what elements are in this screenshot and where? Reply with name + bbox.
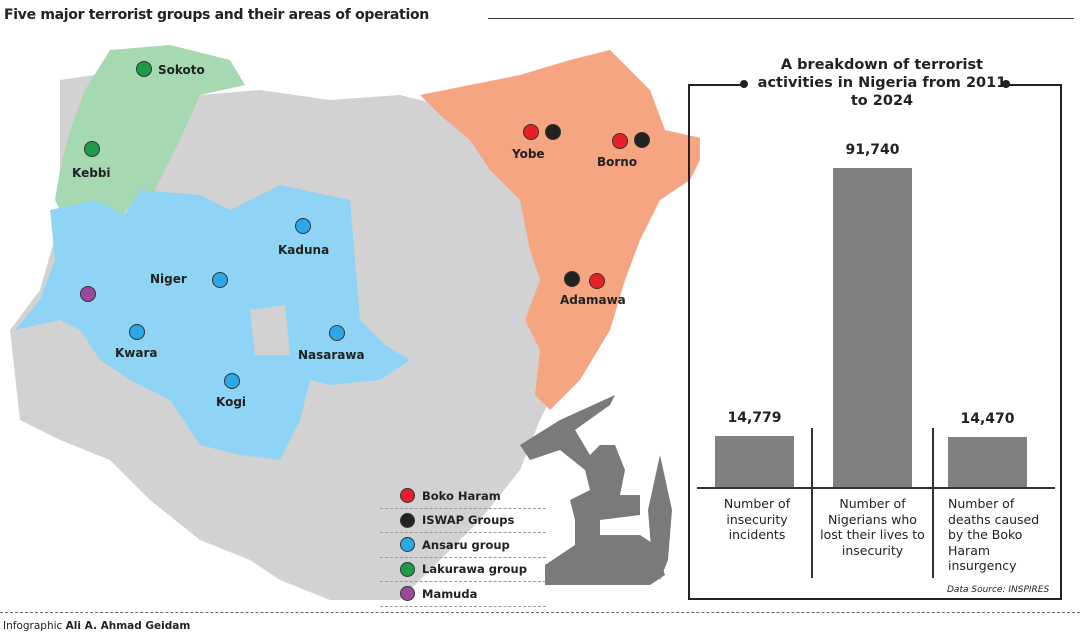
marker-lakurawa[interactable] xyxy=(136,61,152,77)
legend-label: Lakurawa group xyxy=(422,562,527,577)
legend-label: Ansaru group xyxy=(422,537,510,552)
category-label: Number of insecurity incidents xyxy=(723,496,791,542)
bar-boko-haram-deaths xyxy=(948,436,1027,487)
place-label-adamawa: Adamawa xyxy=(560,293,626,307)
legend-label: Boko Haram xyxy=(422,488,501,503)
legend-item-lakurawa: Lakurawa group xyxy=(380,558,546,582)
bar-lives-lost xyxy=(833,168,912,487)
page-title: Five major terrorist groups and their ar… xyxy=(4,7,429,23)
marker-ansaru[interactable] xyxy=(129,324,145,340)
legend-label: ISWAP Groups xyxy=(422,513,515,528)
marker-lakurawa[interactable] xyxy=(84,141,100,157)
marker-boko-haram[interactable] xyxy=(612,133,628,149)
chart-baseline xyxy=(697,487,1055,489)
bar-insecurity-incidents xyxy=(715,435,794,487)
map-northeast-region xyxy=(420,50,700,410)
category-divider xyxy=(811,428,813,578)
place-label-sokoto: Sokoto xyxy=(158,63,205,77)
chart-frame xyxy=(688,84,1062,600)
place-label-kebbi: Kebbi xyxy=(72,166,111,180)
place-label-kaduna: Kaduna xyxy=(278,243,330,257)
marker-iswap[interactable] xyxy=(545,124,561,140)
map-northwest-region xyxy=(55,45,245,255)
place-label-kogi: Kogi xyxy=(216,395,247,409)
frame-top-right xyxy=(1006,84,1062,86)
legend-dot-icon xyxy=(400,586,415,602)
place-label-nasarawa: Nasarawa xyxy=(298,348,365,362)
map-inner-gray-area xyxy=(250,305,290,355)
place-label-kwara: Kwara xyxy=(115,346,158,360)
tree-silhouette xyxy=(648,455,672,580)
place-label-niger: Niger xyxy=(150,272,187,286)
nigeria-map xyxy=(10,45,700,600)
legend-dot-icon xyxy=(400,512,415,528)
marker-iswap[interactable] xyxy=(634,132,650,148)
marker-boko-haram[interactable] xyxy=(523,124,539,140)
credit-prefix: Infographic xyxy=(3,620,63,632)
value-label: 14,470 xyxy=(960,410,1015,427)
marker-ansaru[interactable] xyxy=(212,272,228,288)
frame-top-left xyxy=(688,84,744,86)
category-divider xyxy=(932,428,934,578)
marker-ansaru[interactable] xyxy=(329,325,345,341)
place-label-borno: Borno xyxy=(597,155,638,169)
category-label: Number of deaths caused by the Boko Hara… xyxy=(948,496,1040,573)
legend-dot-icon xyxy=(400,561,415,577)
legend-item-mamuda: Mamuda xyxy=(380,582,546,607)
legend-item-iswap: ISWAP Groups xyxy=(380,509,546,533)
map-legend: Boko Haram ISWAP Groups Ansaru group Lak… xyxy=(380,484,546,607)
legend-dot-icon xyxy=(400,537,415,553)
marker-mamuda[interactable] xyxy=(80,286,96,302)
marker-ansaru[interactable] xyxy=(224,373,240,389)
frame-knob xyxy=(1002,80,1010,88)
soldier-silhouette xyxy=(520,395,665,585)
marker-boko-haram[interactable] xyxy=(589,273,605,289)
frame-knob xyxy=(740,80,748,88)
title-rule xyxy=(488,18,1074,19)
legend-item-boko-haram: Boko Haram xyxy=(380,484,546,509)
legend-item-ansaru: Ansaru group xyxy=(380,533,546,558)
chart-title: A breakdown of terrorist activities in N… xyxy=(757,57,1007,109)
category-label: Number of Nigerians who lost their lives… xyxy=(820,496,925,558)
credit: Infographic Ali A. Ahmad Geidam xyxy=(3,620,190,632)
marker-ansaru[interactable] xyxy=(295,218,311,234)
marker-iswap[interactable] xyxy=(564,271,580,287)
data-source: Data Source: INSPIRES xyxy=(947,585,1050,595)
credit-author: Ali A. Ahmad Geidam xyxy=(65,620,191,632)
map-central-region xyxy=(15,185,410,460)
legend-label: Mamuda xyxy=(422,586,478,601)
value-label: 91,740 xyxy=(845,142,900,158)
footer-rule xyxy=(0,612,1080,613)
place-label-yobe: Yobe xyxy=(512,147,545,161)
legend-dot-icon xyxy=(400,488,415,504)
value-label: 14,779 xyxy=(727,409,782,426)
